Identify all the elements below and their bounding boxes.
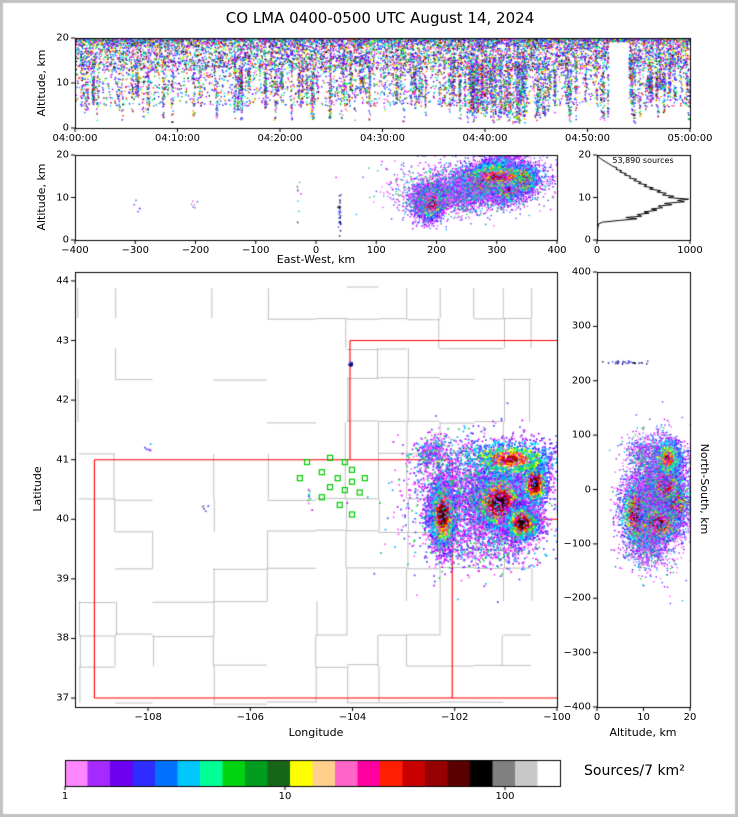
ewheight-yaxis-label: Altitude, km bbox=[34, 163, 48, 231]
tick-label: 100 bbox=[366, 245, 386, 256]
colorbar-tick-label: 1 bbox=[61, 791, 69, 802]
tick-label: 04:00:00 bbox=[52, 133, 98, 144]
tick-label: 200 bbox=[426, 245, 447, 256]
tick-label: 38 bbox=[56, 632, 69, 644]
colorbar-label: Sources/7 km² bbox=[584, 763, 685, 779]
colorbar-tick-label: 10 bbox=[278, 791, 292, 802]
tick-label: 20 bbox=[578, 149, 591, 161]
tick-label: 04:40:00 bbox=[462, 133, 508, 144]
tick-label: −400 bbox=[563, 701, 591, 713]
tick-label: 10 bbox=[56, 192, 69, 203]
tick-label: 37 bbox=[56, 692, 69, 704]
tick-label: −104 bbox=[338, 712, 367, 723]
tick-label: 40 bbox=[56, 513, 69, 525]
tick-label: 0 bbox=[312, 245, 320, 256]
map-yaxis-label: Latitude bbox=[30, 466, 44, 512]
tick-label: 0 bbox=[62, 122, 69, 134]
figure-title: CO LMA 0400-0500 UTC August 14, 2024 bbox=[225, 9, 535, 27]
tick-label: 300 bbox=[487, 245, 507, 256]
tick-label: 04:30:00 bbox=[360, 133, 405, 144]
tick-label: 400 bbox=[571, 266, 591, 278]
tick-label: 0 bbox=[593, 712, 601, 723]
tick-label: 1000 bbox=[677, 245, 703, 256]
tick-label: −100 bbox=[242, 245, 270, 256]
tick-label: 42 bbox=[56, 394, 69, 406]
tick-label: 0 bbox=[584, 484, 591, 495]
tick-label: 04:50:00 bbox=[565, 133, 610, 144]
tick-label: −100 bbox=[563, 538, 591, 550]
tick-label: 10 bbox=[578, 192, 591, 203]
tick-label: −400 bbox=[61, 245, 89, 256]
tick-label: 0 bbox=[593, 245, 601, 256]
tick-label: 05:00:00 bbox=[667, 133, 713, 144]
tick-label: 04:20:00 bbox=[257, 133, 303, 144]
tick-label: 10 bbox=[56, 77, 69, 89]
timeheight-yaxis-label: Altitude, km bbox=[34, 49, 48, 117]
source-count-annotation: 53,890 sources bbox=[612, 156, 674, 165]
tick-label: −200 bbox=[181, 245, 210, 256]
tick-label: 04:10:00 bbox=[155, 133, 200, 144]
tick-label: 39 bbox=[56, 573, 69, 585]
tick-label: 44 bbox=[56, 275, 69, 287]
tick-label: −200 bbox=[563, 592, 591, 604]
tick-label: −106 bbox=[236, 712, 265, 723]
colorbar-tick-label: 100 bbox=[495, 791, 515, 802]
tick-label: 43 bbox=[56, 335, 69, 347]
tick-label: 400 bbox=[547, 245, 567, 256]
ewheight-xaxis-label: East-West, km bbox=[276, 253, 356, 266]
map-xaxis-label: Longitude bbox=[288, 726, 344, 739]
tick-label: 20 bbox=[56, 149, 69, 161]
nsheight-xaxis-label: Altitude, km bbox=[609, 726, 677, 739]
tick-label: 20 bbox=[56, 32, 69, 44]
tick-label: −108 bbox=[134, 712, 162, 723]
tick-label: 300 bbox=[571, 320, 591, 332]
tick-label: 200 bbox=[571, 375, 591, 387]
tick-label: −300 bbox=[121, 245, 149, 256]
tick-label: 10 bbox=[637, 712, 650, 723]
tick-label: −102 bbox=[441, 712, 469, 723]
tick-label: 41 bbox=[56, 454, 69, 466]
nsheight-yaxis-label: North-South, km bbox=[698, 443, 712, 535]
tick-label: 100 bbox=[571, 429, 591, 441]
tick-label: −100 bbox=[543, 712, 571, 723]
tick-label: 0 bbox=[62, 234, 69, 246]
tick-label: 0 bbox=[584, 234, 591, 246]
tick-label: −300 bbox=[563, 647, 591, 659]
tick-label: 20 bbox=[683, 712, 697, 723]
